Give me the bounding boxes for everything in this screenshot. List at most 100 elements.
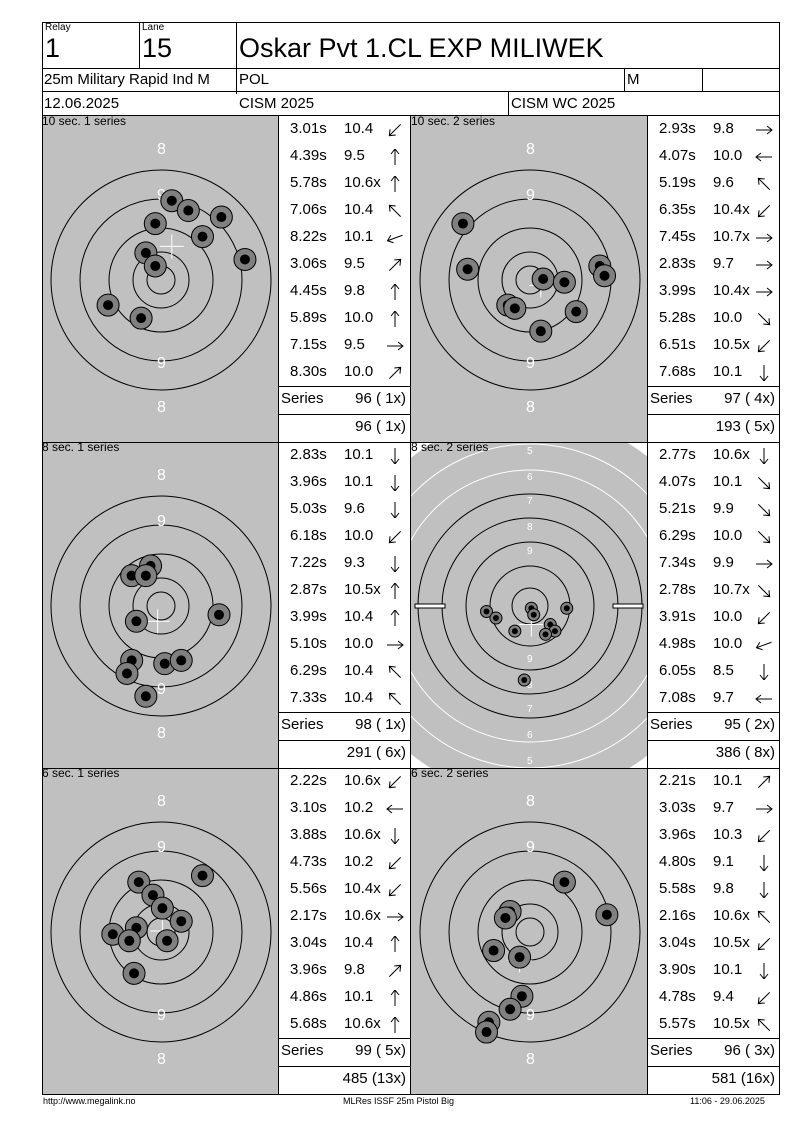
shot-hole (529, 319, 553, 343)
target-ring (419, 821, 641, 1043)
direction-arrow-icon (756, 804, 773, 814)
direction-arrow-icon (386, 234, 403, 244)
shot-score: 10.1 (344, 473, 374, 490)
series-title: 8 sec. 1 series (42, 442, 120, 454)
direction-arrow-icon (757, 177, 771, 191)
series-total: 98 ( 1x) (355, 716, 406, 733)
shot-score: 10.6x (713, 907, 750, 924)
shot-time: 6.51s (659, 336, 696, 353)
shot-row: 5.68s 10.6x (279, 1011, 410, 1038)
target-ring (79, 524, 243, 688)
series-title: 10 sec. 1 series (42, 116, 127, 128)
shot-row: 5.57s 10.5x (648, 1011, 779, 1038)
shot-time: 6.35s (659, 201, 696, 218)
direction-arrow-icon (756, 260, 773, 270)
shot-hole (489, 611, 503, 625)
shot-score: 9.7 (713, 255, 734, 272)
ring-number: 8 (526, 1051, 535, 1068)
shot-score: 9.7 (713, 799, 734, 816)
shot-time: 3.99s (290, 608, 327, 625)
shot-score: 10.6x (344, 772, 381, 789)
series-total: 99 ( 5x) (355, 1042, 406, 1059)
shot-time: 4.80s (659, 853, 696, 870)
footer-url[interactable]: http://www.megalink.no (43, 1096, 136, 1106)
direction-arrow-icon (387, 341, 404, 351)
direction-arrow-icon (390, 556, 400, 572)
direction-arrow-icon (390, 311, 400, 327)
ring-number: 7 (527, 496, 533, 507)
ring-number: 9 (526, 1007, 535, 1024)
target-ring (465, 541, 595, 671)
shot-score: 10.0 (713, 608, 743, 625)
shot-row: 3.04s 10.5x (648, 930, 779, 957)
shot-row: 4.86s 10.1 (279, 984, 410, 1011)
shot-row: 2.17s 10.6x (279, 903, 410, 930)
shot-row: 3.91s 10.0 (648, 604, 779, 631)
direction-arrow-icon (388, 366, 402, 380)
ring-number: 9 (527, 546, 533, 557)
direction-arrow-icon (759, 365, 769, 381)
shot-row: 5.56s 10.4x (279, 876, 410, 903)
shot-score: 10.1 (344, 228, 374, 245)
shot-list: 2.93s 9.8 4.07s 10.0 5.19s 9.6 6.35s 10.4x 7.45s… (647, 116, 780, 442)
shot-time: 7.45s (659, 228, 696, 245)
shot-row: 7.22s 9.3 (279, 550, 410, 577)
direction-arrow-icon (757, 503, 771, 517)
direction-arrow-icon (390, 475, 400, 491)
shot-time: 4.07s (659, 473, 696, 490)
direction-arrow-icon (387, 912, 404, 922)
ring-number: 8 (157, 399, 166, 416)
shot-time: 3.06s (290, 255, 327, 272)
shot-hole (143, 212, 167, 236)
target-svg: 8 9 9 8 (42, 116, 278, 442)
target-ring (419, 169, 641, 391)
shot-time: 2.77s (659, 446, 696, 463)
shot-row: 4.45s 9.8 (279, 278, 410, 305)
direction-arrow-icon (388, 692, 402, 706)
shot-row: 4.78s 9.4 (648, 984, 779, 1011)
target-image: 5 6 7 8 9 9 8 7 6 5 8 sec. 2 series (411, 442, 647, 768)
shot-time: 5.28s (659, 309, 696, 326)
shot-score: 10.4 (344, 662, 374, 679)
direction-arrow-icon (390, 176, 400, 192)
shot-row: 4.73s 10.2 (279, 849, 410, 876)
series-label: Series (281, 390, 324, 407)
shot-time: 2.17s (290, 907, 327, 924)
direction-arrow-icon (757, 476, 771, 490)
series-total-row: Series 96 ( 3x) (648, 1038, 779, 1066)
running-total: 193 ( 5x) (715, 418, 775, 435)
running-total: 96 ( 1x) (355, 418, 406, 435)
shot-time: 6.29s (659, 527, 696, 544)
running-total-row: 485 (13x) (279, 1066, 410, 1094)
shot-row: 5.03s 9.6 (279, 496, 410, 523)
target-image: 8 9 9 8 6 sec. 2 series (411, 768, 647, 1094)
event-name: 25m Military Rapid Ind M (44, 71, 210, 88)
shot-hole (493, 906, 517, 930)
shot-score: 9.8 (713, 880, 734, 897)
shot-score: 9.3 (344, 554, 365, 571)
ring-number: 9 (157, 839, 166, 856)
shot-time: 7.34s (659, 554, 696, 571)
footer-timestamp: 11:06 - 29.06.2025 (690, 1096, 765, 1106)
shot-row: 3.96s 10.1 (279, 469, 410, 496)
shot-score: 9.8 (344, 282, 365, 299)
direction-arrow-icon (757, 312, 771, 326)
ring-number: 5 (527, 446, 533, 457)
shot-time: 2.16s (659, 907, 696, 924)
shot-score: 10.0 (344, 309, 374, 326)
series-block: 8 9 9 8 10 sec. 2 series 2.93s 9.8 4.07s 10.0 5.1… (411, 116, 780, 442)
direction-arrow-icon (757, 339, 771, 353)
direction-arrow-icon (757, 530, 771, 544)
shot-score: 10.4 (344, 689, 374, 706)
shot-score: 9.5 (344, 255, 365, 272)
series-title: 6 sec. 1 series (42, 768, 120, 780)
shot-time: 5.10s (290, 635, 327, 652)
shot-score: 9.7 (713, 689, 734, 706)
ring-number: 8 (526, 793, 535, 810)
shot-score: 9.6 (713, 174, 734, 191)
shot-time: 4.39s (290, 147, 327, 164)
shot-row: 2.77s 10.6x (648, 442, 779, 469)
ring-number: 9 (157, 187, 166, 204)
shot-hole (552, 870, 576, 894)
outer-border (779, 116, 780, 1094)
